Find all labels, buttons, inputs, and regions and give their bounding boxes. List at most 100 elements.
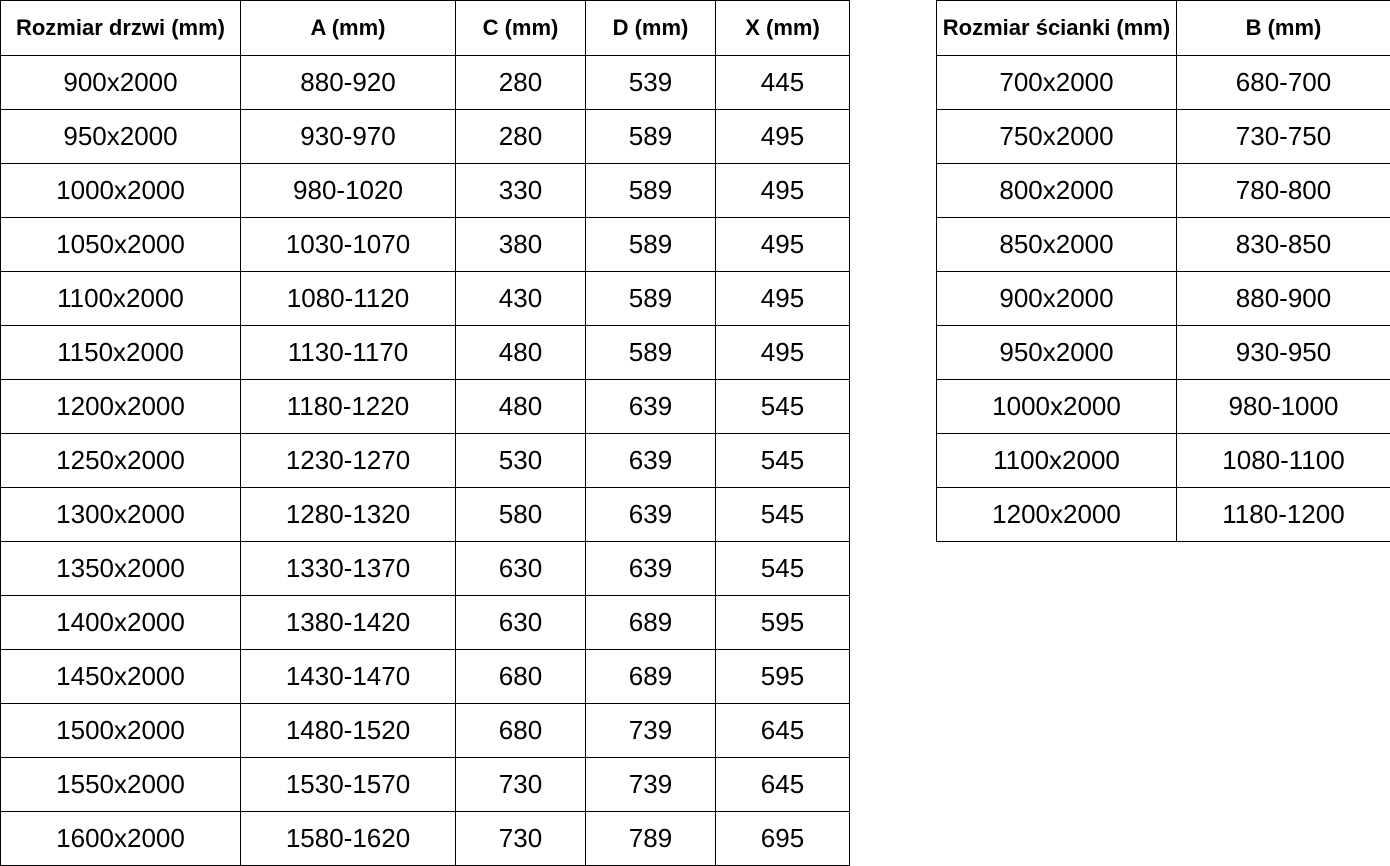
table-cell: 480 [456, 326, 586, 380]
table-cell: 545 [716, 488, 850, 542]
table-cell: 589 [586, 218, 716, 272]
table-cell: 880-900 [1177, 272, 1390, 326]
table-cell: 630 [456, 542, 586, 596]
table-cell: 1080-1120 [241, 272, 456, 326]
table-cell: 495 [716, 218, 850, 272]
table-cell: 1480-1520 [241, 704, 456, 758]
table-cell: 1400x2000 [1, 596, 241, 650]
table-cell: 545 [716, 434, 850, 488]
table-cell: 1050x2000 [1, 218, 241, 272]
table-cell: 495 [716, 164, 850, 218]
table-cell: 1150x2000 [1, 326, 241, 380]
table-cell: 1130-1170 [241, 326, 456, 380]
table-cell: 595 [716, 596, 850, 650]
table-cell: 330 [456, 164, 586, 218]
doors-header-row: Rozmiar drzwi (mm)A (mm)C (mm)D (mm)X (m… [1, 1, 850, 56]
table-cell: 1000x2000 [1, 164, 241, 218]
table-cell: 1100x2000 [1, 272, 241, 326]
table-cell: 1430-1470 [241, 650, 456, 704]
column-header: D (mm) [586, 1, 716, 56]
table-cell: 495 [716, 272, 850, 326]
table-cell: 730-750 [1177, 110, 1390, 164]
table-cell: 1530-1570 [241, 758, 456, 812]
table-cell: 780-800 [1177, 164, 1390, 218]
table-cell: 695 [716, 812, 850, 866]
table-cell: 1580-1620 [241, 812, 456, 866]
table-cell: 730 [456, 758, 586, 812]
table-cell: 1380-1420 [241, 596, 456, 650]
table-cell: 589 [586, 164, 716, 218]
table-cell: 580 [456, 488, 586, 542]
table-cell: 480 [456, 380, 586, 434]
column-header: X (mm) [716, 1, 850, 56]
table-cell: 1600x2000 [1, 812, 241, 866]
table-cell: 739 [586, 704, 716, 758]
table-cell: 589 [586, 272, 716, 326]
table-cell: 750x2000 [937, 110, 1177, 164]
table-cell: 1500x2000 [1, 704, 241, 758]
table-cell: 1080-1100 [1177, 434, 1390, 488]
table-cell: 645 [716, 704, 850, 758]
table-cell: 1180-1220 [241, 380, 456, 434]
table-cell: 980-1000 [1177, 380, 1390, 434]
doors-size-table: Rozmiar drzwi (mm)A (mm)C (mm)D (mm)X (m… [0, 0, 850, 866]
table-cell: 639 [586, 380, 716, 434]
table-cell: 950x2000 [1, 110, 241, 164]
table-cell: 495 [716, 326, 850, 380]
table-cell: 1350x2000 [1, 542, 241, 596]
table-cell: 689 [586, 650, 716, 704]
table-cell: 880-920 [241, 56, 456, 110]
table-cell: 645 [716, 758, 850, 812]
table-cell: 1250x2000 [1, 434, 241, 488]
table-cell: 280 [456, 110, 586, 164]
table-cell: 1200x2000 [1, 380, 241, 434]
table-cell: 1300x2000 [1, 488, 241, 542]
table-cell: 589 [586, 110, 716, 164]
table-cell: 900x2000 [1, 56, 241, 110]
table-cell: 530 [456, 434, 586, 488]
table-cell: 545 [716, 542, 850, 596]
column-header: B (mm) [1177, 1, 1390, 56]
table-cell: 1030-1070 [241, 218, 456, 272]
table-cell: 495 [716, 110, 850, 164]
table-cell: 639 [586, 434, 716, 488]
column-header: A (mm) [241, 1, 456, 56]
table-cell: 830-850 [1177, 218, 1390, 272]
table-cell: 539 [586, 56, 716, 110]
table-cell: 700x2000 [937, 56, 1177, 110]
table-cell: 1280-1320 [241, 488, 456, 542]
column-header: Rozmiar ścianki (mm) [937, 1, 1177, 56]
table-cell: 630 [456, 596, 586, 650]
column-header: C (mm) [456, 1, 586, 56]
table-cell: 789 [586, 812, 716, 866]
table-cell: 900x2000 [937, 272, 1177, 326]
table-cell: 739 [586, 758, 716, 812]
table-cell: 1180-1200 [1177, 488, 1390, 542]
table-cell: 1550x2000 [1, 758, 241, 812]
table-cell: 1330-1370 [241, 542, 456, 596]
table-cell: 800x2000 [937, 164, 1177, 218]
table-cell: 680 [456, 650, 586, 704]
table-cell: 1100x2000 [937, 434, 1177, 488]
table-cell: 930-950 [1177, 326, 1390, 380]
